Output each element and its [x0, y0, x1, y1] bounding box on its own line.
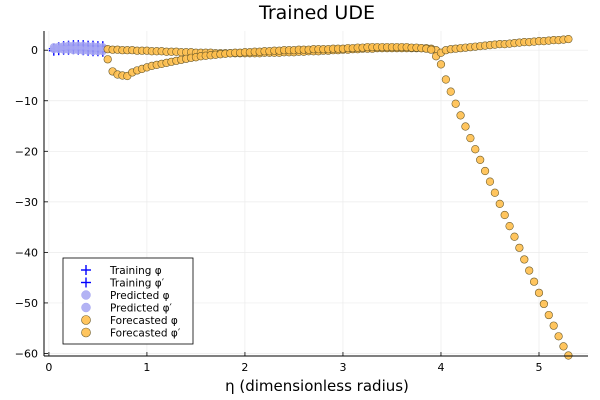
legend-label: Training φ	[109, 265, 162, 277]
legend-marker	[81, 265, 91, 275]
data-point	[510, 232, 519, 241]
x-tick-label: 1	[143, 361, 150, 374]
data-point	[500, 210, 509, 220]
series-forecasted-	[103, 34, 573, 81]
data-point	[471, 145, 480, 154]
y-tick-label: −30	[15, 196, 38, 209]
data-point	[456, 111, 465, 120]
data-point	[495, 199, 504, 208]
data-point	[446, 87, 455, 96]
y-tick-label: −10	[15, 95, 38, 108]
y-tick-label: −40	[15, 246, 38, 259]
legend-marker	[81, 302, 91, 313]
data-point	[476, 155, 485, 164]
data-point	[529, 277, 539, 286]
data-point	[564, 351, 573, 360]
x-tick-label: 2	[241, 361, 248, 374]
legend-label: Predicted φ	[110, 290, 170, 302]
data-point	[559, 342, 568, 351]
legend-label: Predicted φ′	[110, 303, 173, 315]
axes-layer	[43, 31, 588, 357]
legend-marker	[81, 315, 91, 325]
data-point	[461, 122, 470, 131]
x-tick-label: 4	[437, 361, 444, 374]
data-point	[520, 255, 529, 264]
data-point	[480, 166, 490, 176]
x-axis-label: η (dimensionless radius)	[225, 377, 409, 395]
x-tick-label: 3	[339, 361, 346, 374]
legend-marker	[81, 290, 91, 300]
y-tick-label: −20	[15, 145, 38, 158]
data-point	[539, 299, 548, 309]
data-point	[427, 45, 436, 54]
chart-title: Trained UDE	[258, 2, 375, 24]
x-tick-label: 5	[535, 361, 542, 374]
legend-label: Forecasted φ	[110, 315, 178, 327]
legend-label: Forecasted φ′	[110, 328, 181, 340]
series-predicted-	[49, 45, 107, 56]
data-point	[525, 266, 534, 275]
y-tick-label: −60	[15, 347, 38, 360]
data-point	[451, 99, 460, 108]
y-tick-label: −50	[15, 297, 38, 310]
data-point	[564, 34, 573, 44]
legend-marker	[81, 277, 91, 288]
legend-label: Training φ′	[109, 278, 165, 290]
data-point	[554, 332, 563, 341]
data-point	[485, 177, 495, 186]
data-layer	[48, 34, 573, 360]
data-point	[534, 288, 544, 297]
data-point	[103, 55, 112, 64]
data-point	[515, 243, 524, 252]
y-tick-label: 0	[31, 44, 38, 57]
x-tick-label: 0	[45, 361, 52, 374]
data-point	[436, 60, 446, 69]
data-point	[544, 310, 553, 320]
data-point	[490, 188, 499, 197]
legend-marker	[81, 327, 91, 338]
tick-layer: 0 1 2 3 4 5 0 −10 −20 −30 −40 −50 −60	[15, 44, 543, 374]
data-point	[441, 75, 450, 84]
data-point	[466, 134, 475, 143]
data-point	[549, 321, 558, 330]
data-point	[505, 222, 514, 231]
